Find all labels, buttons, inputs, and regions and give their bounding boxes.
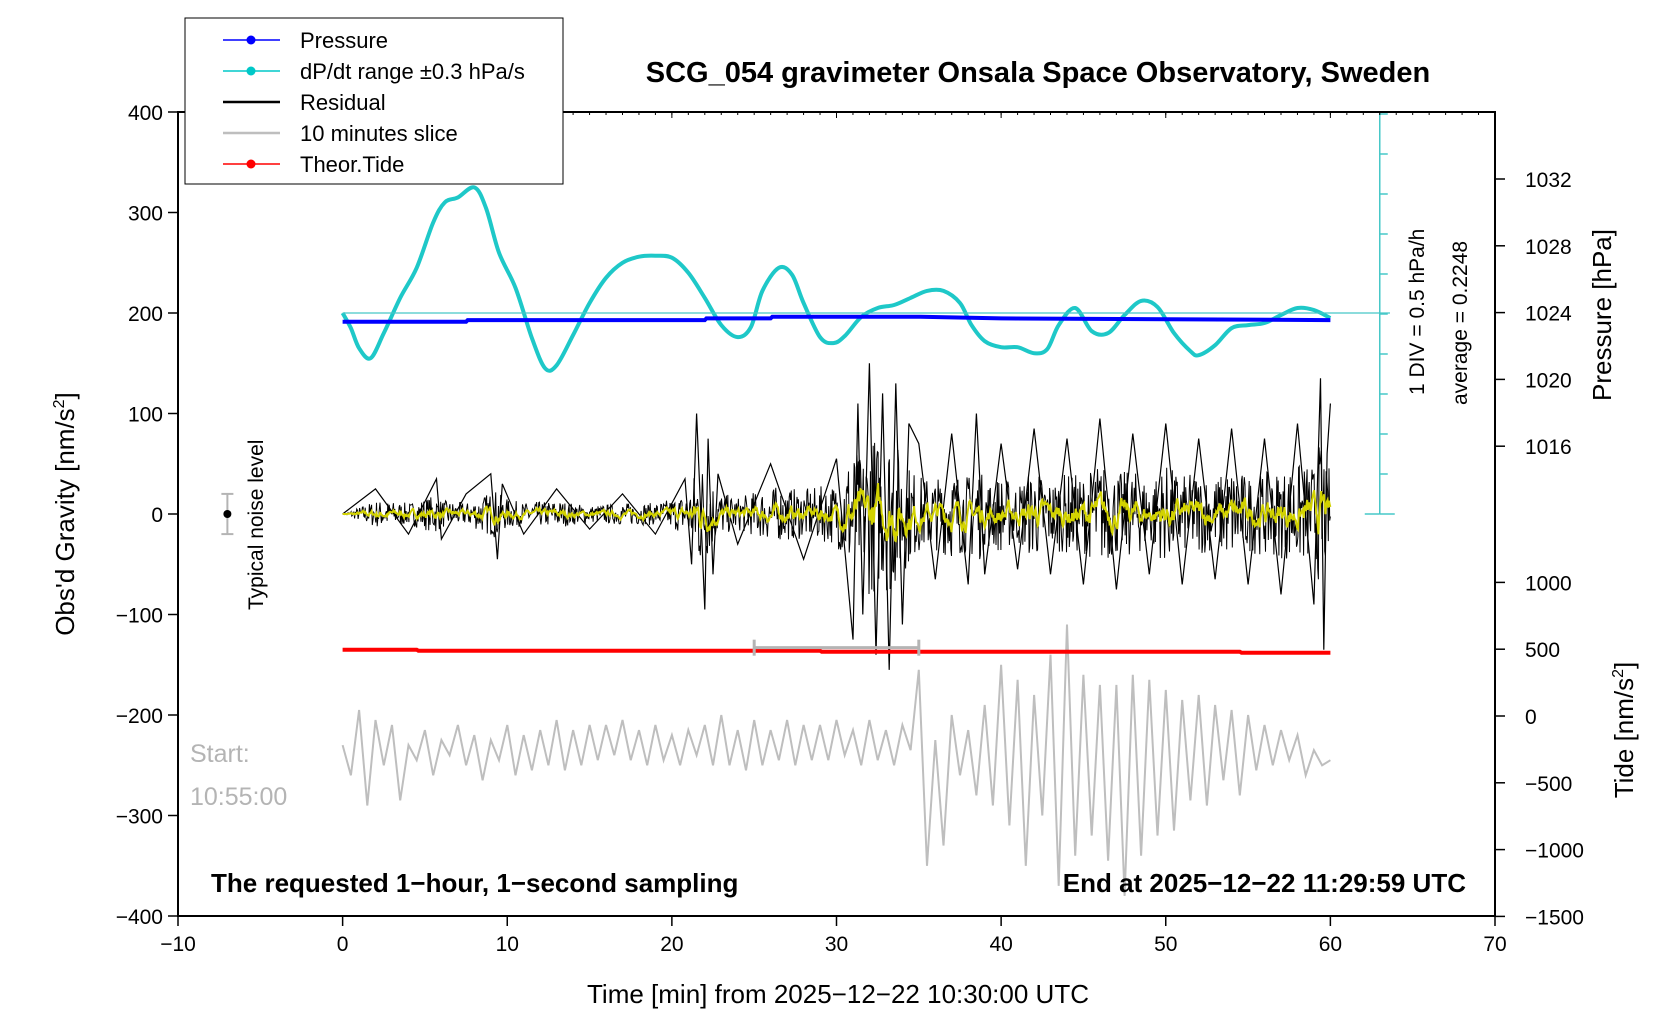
y-axis-label-gravity-text: Obs'd Gravity [nm/s: [50, 408, 80, 635]
scale-label: 1 DIV = 0.5 hPa/h: [1406, 229, 1429, 395]
legend-label: 10 minutes slice: [300, 121, 458, 146]
axes-layer: −10 0 10 20 30 40 50 60 704003002001000−100−200−…: [116, 102, 1584, 956]
series-residual-smoothed: [342, 482, 1332, 543]
y-tick-label: 400: [128, 102, 163, 125]
x-tick-label: 20: [660, 933, 683, 956]
legend-swatch-marker: [246, 66, 256, 76]
x-tick-label: 70: [1483, 933, 1506, 956]
legend-swatch-marker: [246, 35, 256, 45]
pressure-tick-label: 1016: [1525, 436, 1572, 459]
y-axis-label-gravity: Obs'd Gravity [nm/s2]: [50, 392, 80, 636]
x-tick-label: −10: [160, 933, 196, 956]
y-tick-label: 200: [128, 303, 163, 326]
y-axis-label-tide-text: Tide [nm/s: [1609, 678, 1639, 798]
tide-tick-label: 500: [1525, 639, 1560, 662]
x-tick-label: 0: [337, 933, 349, 956]
legend-label: Pressure: [300, 28, 388, 53]
start-label: Start:: [190, 740, 250, 768]
legend-swatch-marker: [246, 159, 256, 169]
x-axis-label: Time [min] from 2025−12−22 10:30:00 UTC: [587, 979, 1089, 1009]
pressure-tick-label: 1024: [1525, 303, 1572, 326]
y-axis-label-pressure: Pressure [hPa]: [1587, 229, 1617, 401]
y-axis-label-gravity-end: ]: [50, 392, 80, 399]
legend: Pressure dP/dt range ±0.3 hPa/s Residual 10…: [184, 17, 564, 185]
legend-label: Theor.Tide: [300, 152, 404, 177]
decor-layer: [221, 112, 1395, 536]
pressure-tick-label: 1028: [1525, 236, 1572, 259]
legend-label: Residual: [300, 90, 386, 115]
noise-level-label: Typical noise level: [245, 440, 268, 610]
legend-label: dP/dt range ±0.3 hPa/s: [300, 59, 525, 84]
y-tick-label: 300: [128, 203, 163, 226]
x-tick-label: 40: [989, 933, 1012, 956]
data-layer: [340, 185, 1332, 896]
x-tick-label: 50: [1154, 933, 1177, 956]
tide-tick-label: 1000: [1525, 572, 1572, 595]
x-tick-label: 60: [1319, 933, 1342, 956]
series-slice-line: [341, 624, 1331, 896]
x-tick-label: 30: [825, 933, 848, 956]
noise-marker: [223, 510, 232, 518]
average-label: average = 0.2248: [1449, 241, 1472, 405]
y-axis-label-tide: Tide [nm/s2]: [1609, 662, 1639, 799]
y-axis-label-tide-end: ]: [1609, 662, 1639, 669]
tide-tick-label: 0: [1525, 706, 1537, 729]
x-tick-label: 10: [496, 933, 519, 956]
y-tick-label: 0: [151, 504, 163, 527]
pressure-tick-label: 1020: [1525, 369, 1572, 392]
chart-title: SCG_054 gravimeter Onsala Space Observat…: [646, 57, 1430, 89]
y-axis-label-gravity-sup: 2: [51, 399, 68, 408]
sampling-note: The requested 1−hour, 1−second sampling: [211, 868, 738, 898]
tide-tick-label: −1000: [1525, 840, 1584, 863]
y-tick-label: −400: [116, 906, 163, 929]
series-tide-line: [342, 647, 1331, 655]
series-pressure-line: [342, 314, 1331, 324]
y-tick-label: −300: [116, 806, 163, 829]
y-tick-label: −100: [116, 605, 163, 628]
y-axis-label-tide-sup: 2: [1610, 669, 1627, 678]
pressure-tick-label: 1032: [1525, 169, 1572, 192]
start-time: 10:55:00: [190, 783, 287, 811]
y-tick-label: −200: [116, 705, 163, 728]
series-dpdt-line: [340, 185, 1332, 373]
tide-tick-label: −500: [1525, 773, 1572, 796]
tide-tick-label: −1500: [1525, 906, 1584, 929]
end-time-note: End at 2025−12−22 11:29:59 UTC: [1063, 868, 1466, 898]
y-tick-label: 100: [128, 404, 163, 427]
